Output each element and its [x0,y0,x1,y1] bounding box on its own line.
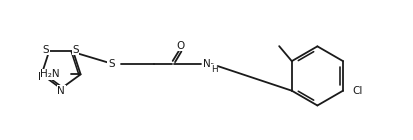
Text: H: H [210,65,217,74]
Text: N: N [203,59,210,69]
Text: S: S [72,45,78,55]
Text: S: S [43,45,49,55]
Text: Cl: Cl [351,86,361,96]
Text: O: O [176,41,184,51]
Text: N: N [57,86,65,96]
Text: S: S [108,59,114,69]
Text: H₂N: H₂N [40,69,60,79]
Text: N: N [38,72,45,82]
